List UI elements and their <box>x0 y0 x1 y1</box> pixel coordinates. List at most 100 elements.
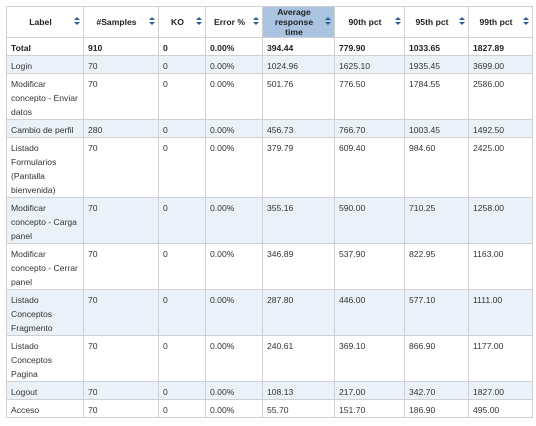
table-row: Modificar concepto - Carga panel 70 0 0.00%… <box>6 197 533 244</box>
table-row: Modificar concepto - Cerrar panel 70 0 0.00… <box>6 243 533 290</box>
statistics-table: Label #Samples KO Error % Average response t… <box>6 6 533 418</box>
table-cell: 0.00% <box>205 73 263 120</box>
table-total-row: Total 910 0 0.00% 394.44 779.90 1033.65 1827.89 <box>6 37 533 56</box>
table-cell: 590.00 <box>334 197 405 244</box>
table-body: Total 910 0 0.00% 394.44 779.90 1033.65 1827.89… <box>6 37 533 418</box>
table-cell: Modificar concepto - Cerrar panel <box>6 243 84 290</box>
table-cell: 0.00% <box>205 381 263 400</box>
table-cell: 0.00% <box>205 37 263 56</box>
table-cell: 984.60 <box>404 137 469 198</box>
table-cell: 70 <box>83 381 159 400</box>
sort-arrows-icon[interactable] <box>196 17 202 27</box>
table-cell: 55.70 <box>262 399 335 418</box>
table-cell: 1111.00 <box>468 289 533 336</box>
sort-arrows-icon[interactable] <box>395 17 401 27</box>
table-cell: 766.70 <box>334 119 405 138</box>
table-cell: 70 <box>83 289 159 336</box>
column-header-ko[interactable]: KO <box>158 6 206 38</box>
table-row: Login 70 0 0.00% 1024.96 1625.10 1935.45 3699.0… <box>6 55 533 74</box>
table-cell: 577.10 <box>404 289 469 336</box>
table-cell: 537.90 <box>334 243 405 290</box>
table-cell: 0.00% <box>205 137 263 198</box>
table-cell: 186.90 <box>404 399 469 418</box>
column-header-label[interactable]: Label <box>6 6 84 38</box>
sort-arrows-icon[interactable] <box>253 17 259 27</box>
table-cell: 70 <box>83 243 159 290</box>
table-cell: 0.00% <box>205 197 263 244</box>
table-cell: Listado Formularios (Pantalla bienvenida… <box>6 137 84 198</box>
table-cell: 910 <box>83 37 159 56</box>
table-cell: 346.89 <box>262 243 335 290</box>
table-cell: 70 <box>83 55 159 74</box>
table-cell: 0.00% <box>205 119 263 138</box>
table-cell: 710.25 <box>404 197 469 244</box>
column-header-95th-pct[interactable]: 95th pct <box>404 6 469 38</box>
table-cell: 1492.50 <box>468 119 533 138</box>
table-cell: 0 <box>158 243 206 290</box>
table-cell: 379.79 <box>262 137 335 198</box>
table-cell: 369.10 <box>334 335 405 382</box>
sort-arrows-icon[interactable] <box>523 17 529 27</box>
table-cell: 1033.65 <box>404 37 469 56</box>
table-cell: 0 <box>158 137 206 198</box>
table-cell: 1258.00 <box>468 197 533 244</box>
table-cell: 0 <box>158 119 206 138</box>
table-cell: 0.00% <box>205 243 263 290</box>
table-row: Listado Conceptos Pagina 70 0 0.00% 240.61 36… <box>6 335 533 382</box>
table-cell: 70 <box>83 73 159 120</box>
column-header-samples[interactable]: #Samples <box>83 6 159 38</box>
column-header-label: KO <box>171 17 184 27</box>
column-header-label: 90th pct <box>348 17 382 27</box>
column-header-error[interactable]: Error % <box>205 6 263 38</box>
table-cell: 3699.00 <box>468 55 533 74</box>
table-cell: 0 <box>158 381 206 400</box>
table-cell: Total <box>6 37 84 56</box>
table-cell: 342.70 <box>404 381 469 400</box>
statistics-table-container: Label #Samples KO Error % Average response t… <box>6 6 533 418</box>
table-cell: 456.73 <box>262 119 335 138</box>
table-cell: 0 <box>158 197 206 244</box>
table-cell: 776.50 <box>334 73 405 120</box>
sort-arrows-icon[interactable] <box>459 17 465 27</box>
table-cell: 0 <box>158 55 206 74</box>
table-cell: 287.80 <box>262 289 335 336</box>
table-cell: Logout <box>6 381 84 400</box>
sort-arrows-icon[interactable] <box>74 17 80 27</box>
table-cell: 394.44 <box>262 37 335 56</box>
table-cell: Login <box>6 55 84 74</box>
table-row: Acceso 70 0 0.00% 55.70 151.70 186.90 495.00 <box>6 399 533 418</box>
table-row: Cambio de perfil 280 0 0.00% 456.73 766.70 100… <box>6 119 533 138</box>
table-cell: 0 <box>158 289 206 336</box>
table-cell: 70 <box>83 197 159 244</box>
column-header-90th-pct[interactable]: 90th pct <box>334 6 405 38</box>
table-cell: 0.00% <box>205 289 263 336</box>
table-cell: 70 <box>83 137 159 198</box>
table-cell: 1935.45 <box>404 55 469 74</box>
table-cell: 1003.45 <box>404 119 469 138</box>
table-cell: Modificar concepto - Carga panel <box>6 197 84 244</box>
sort-arrows-icon[interactable] <box>325 17 331 27</box>
table-cell: 1625.10 <box>334 55 405 74</box>
table-cell: 0 <box>158 335 206 382</box>
table-cell: 0 <box>158 399 206 418</box>
table-cell: 2425.00 <box>468 137 533 198</box>
table-cell: 0 <box>158 73 206 120</box>
table-cell: 501.76 <box>262 73 335 120</box>
table-cell: 0.00% <box>205 335 263 382</box>
table-cell: 609.40 <box>334 137 405 198</box>
table-cell: 70 <box>83 335 159 382</box>
table-cell: 1784.55 <box>404 73 469 120</box>
column-header-99th-pct[interactable]: 99th pct <box>468 6 533 38</box>
table-cell: 0.00% <box>205 399 263 418</box>
table-cell: 446.00 <box>334 289 405 336</box>
table-cell: 108.13 <box>262 381 335 400</box>
table-cell: Modificar concepto - Enviar datos <box>6 73 84 120</box>
column-header-label: Label <box>29 17 52 27</box>
sort-arrows-icon[interactable] <box>149 17 155 27</box>
table-cell: Listado Conceptos Pagina <box>6 335 84 382</box>
table-cell: 866.90 <box>404 335 469 382</box>
table-cell: 1163.00 <box>468 243 533 290</box>
column-header-average-response-time[interactable]: Average response time <box>262 6 335 38</box>
table-cell: 1827.89 <box>468 37 533 56</box>
table-cell: 0 <box>158 37 206 56</box>
